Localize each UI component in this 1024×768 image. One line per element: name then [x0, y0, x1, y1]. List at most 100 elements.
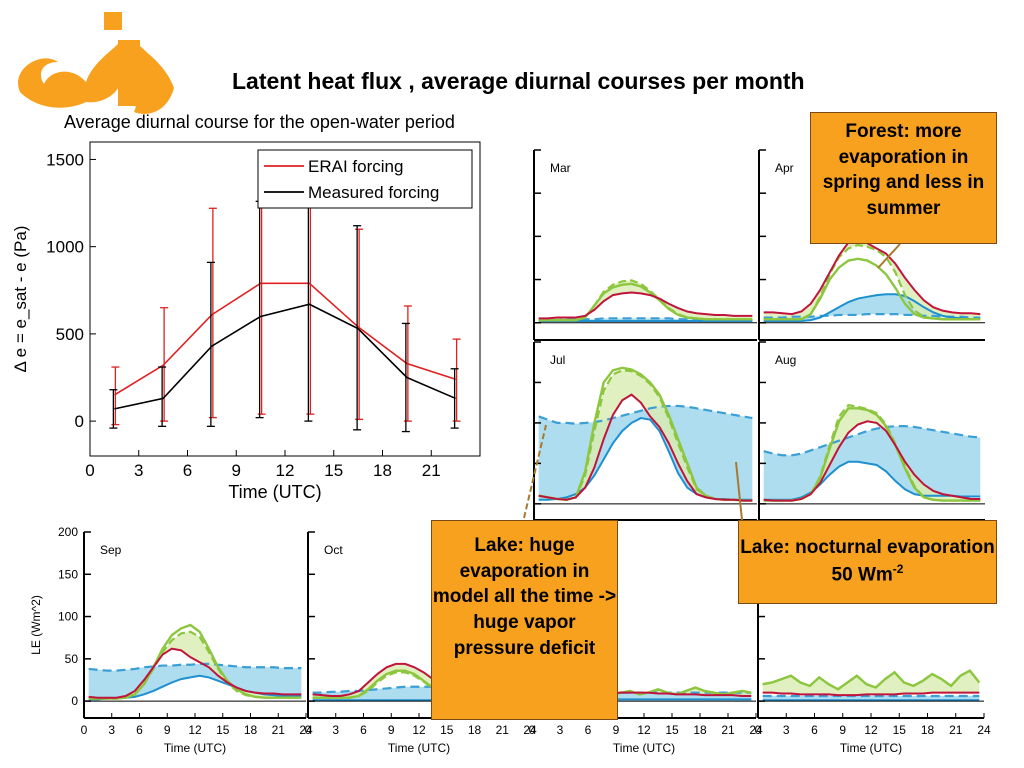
panel-x-tick-label: 9 [388, 723, 395, 737]
x-tick-label: 9 [232, 461, 241, 480]
y-axis-label: Δ e = e_sat - e (Pa) [11, 226, 30, 373]
panel-x-tick-label: 0 [81, 723, 88, 737]
flame-logo [18, 12, 175, 114]
panel-x-tick-label: 15 [216, 723, 230, 737]
legend-box [257, 149, 473, 209]
panel-x-tick-label: 18 [468, 723, 482, 737]
panel-x-tick-label: 21 [721, 723, 735, 737]
forest-obs-line [538, 393, 753, 502]
series-line-1 [114, 303, 456, 410]
forest-obs-line [538, 291, 753, 320]
panel-x-tick-label: 24 [299, 723, 313, 737]
x-tick-label: 18 [373, 461, 392, 480]
panel-mar: Mar [533, 149, 757, 341]
forest-model-dash-line [88, 630, 302, 700]
panel-x-tick-label: 12 [864, 723, 878, 737]
panel-month-label: Apr [775, 161, 794, 175]
lake-obs-line [763, 293, 981, 322]
panel-x-tick-label: 12 [412, 723, 426, 737]
x-tick-label: 6 [183, 461, 192, 480]
forest-bias-fill [312, 663, 526, 698]
x-tick-label: 15 [324, 461, 343, 480]
lake-callout-pointer [523, 424, 547, 519]
forest-bias-fill [762, 670, 980, 696]
lake-huge-callout: Lake: huge evaporation in model all the … [431, 520, 618, 720]
panel-x-tick-label: 15 [440, 723, 454, 737]
panel-y-tick-label: 0 [71, 694, 78, 708]
forest-bias-fill [538, 370, 753, 501]
panel-x-tick-label: 6 [585, 723, 592, 737]
panel-y-axis-label: LE (Wm^2) [29, 595, 43, 655]
panel-x-tick-label: 18 [693, 723, 707, 737]
lake-model-line [763, 312, 981, 319]
lake-bias-fill [538, 405, 753, 500]
panel-x-tick-label: 21 [949, 723, 963, 737]
panel-x-tick-label: 15 [893, 723, 907, 737]
nocturnal-callout-pointer [735, 461, 743, 521]
panel-x-tick-label: 6 [811, 723, 818, 737]
forest-obs-line [88, 647, 302, 699]
panel-x-tick-label: 9 [839, 723, 846, 737]
lake-model-line [312, 685, 526, 694]
x-axis-label: Time (UTC) [228, 482, 321, 502]
forest-callout: Forest: more evaporation in spring and l… [810, 112, 997, 244]
forest-obs-line [763, 420, 981, 502]
lake-nocturnal-sup: -2 [892, 561, 904, 576]
panel-x-axis-label: Time (UTC) [164, 741, 226, 755]
panel-x-tick-label: 18 [921, 723, 935, 737]
panel-month-label: Aug [775, 353, 796, 367]
panel-jul: Jul [533, 341, 757, 521]
forest-obs-line [762, 691, 980, 697]
panel-x-tick-label: 15 [665, 723, 679, 737]
chart-title: Average diurnal course for the open-wate… [64, 112, 455, 132]
panel-x-tick-label: 0 [755, 723, 762, 737]
le-panels: Mar Apr Jul Aug Sep 0 3 6 9 12 15 18 21 24 Time (UTC) 0… [29, 149, 991, 755]
x-tick-label: 0 [85, 461, 94, 480]
panel-month-label: Sep [100, 543, 122, 557]
panel-x-axis-label: Time (UTC) [388, 741, 450, 755]
panel-x-tick-label: 24 [977, 723, 991, 737]
panel-apr: Apr [758, 149, 985, 341]
y-tick-label: 0 [75, 412, 84, 431]
lake-model-line [538, 404, 753, 425]
forest-model-dash-line [538, 279, 753, 322]
panel-x-axis-label: Time (UTC) [840, 741, 902, 755]
panel-x-tick-label: 9 [164, 723, 171, 737]
panel-x-tick-label: 24 [523, 723, 537, 737]
panel-x-tick-label: 3 [783, 723, 790, 737]
forest-model-dash-line [763, 243, 981, 321]
lake-nocturnal-text: Lake: nocturnal evaporation 50 Wm [740, 537, 995, 585]
panel-x-tick-label: 9 [613, 723, 620, 737]
panel-x-tick-label: 3 [332, 723, 339, 737]
panel-x-tick-label: 0 [529, 723, 536, 737]
panel-x-tick-label: 6 [360, 723, 367, 737]
panel-y-tick-label: 150 [58, 567, 78, 581]
forest-obs-line [763, 236, 981, 316]
delta-e-chart: Average diurnal course for the open-wate… [11, 112, 481, 502]
legend-label: ERAI forcing [308, 157, 403, 176]
panel-x-tick-label: 24 [749, 723, 763, 737]
panel-x-tick-label: 21 [496, 723, 510, 737]
lake-model-line [763, 425, 981, 457]
y-tick-label: 1000 [46, 238, 84, 257]
panel-month-label: Jul [550, 353, 565, 367]
panel-x-tick-label: 0 [305, 723, 312, 737]
panel-x-axis-label: Time (UTC) [613, 741, 675, 755]
legend-label: Measured forcing [308, 183, 439, 202]
panel-x-tick-label: 12 [637, 723, 651, 737]
panel-y-tick-label: 50 [65, 652, 79, 666]
x-tick-label: 21 [422, 461, 441, 480]
panel-month-label: Oct [324, 543, 343, 557]
y-tick-label: 1500 [46, 150, 84, 169]
series-line-0 [113, 282, 456, 396]
panel-aug: Aug [758, 341, 985, 521]
panel-x-tick-label: 6 [136, 723, 143, 737]
lake-nocturnal-callout: Lake: nocturnal evaporation 50 Wm-2 [738, 520, 997, 604]
panel-dec: Dec03691215182124Time (UTC) [755, 531, 991, 755]
forest-bias-fill [88, 631, 302, 699]
panel-y-tick-label: 100 [58, 610, 78, 624]
panel-x-tick-label: 3 [108, 723, 115, 737]
forest-model-dash-line [762, 669, 981, 691]
forest-model-dash-line [312, 671, 526, 699]
